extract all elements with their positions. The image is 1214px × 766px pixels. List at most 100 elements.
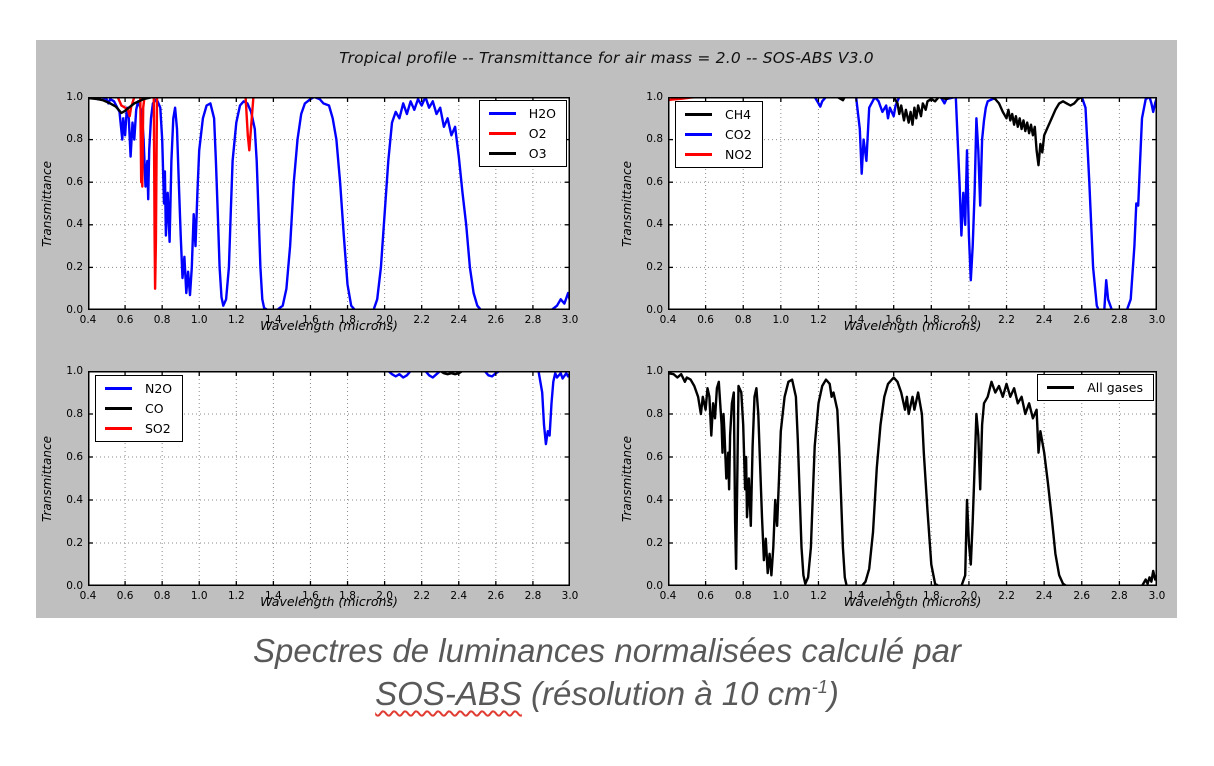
legend-top-left: H2O O2 O3	[478, 100, 567, 167]
x-tick-label: 1.2	[227, 590, 245, 602]
subplot-top-right: CH4 CO2 NO2 0.0 0.2 0.4 0.6 0.8 1.0 0.4 0.6 0.8 1.0 1…	[620, 91, 1165, 334]
y-tick-label: 0.6	[646, 175, 663, 188]
caption-line-2: SOS-ABS (résolution à 10 cm-1)	[0, 673, 1214, 716]
x-tick-label: 3.0	[1148, 314, 1166, 326]
figure-title: Tropical profile -- Transmittance for ai…	[339, 49, 874, 67]
legend-label: H2O	[528, 106, 556, 121]
x-tick-label: 2.6	[1073, 314, 1091, 326]
x-tick-label: 3.0	[561, 314, 579, 326]
x-tick-label: 1.8	[922, 590, 940, 602]
x-tick-label: 2.0	[960, 314, 978, 326]
x-tick-label: 2.4	[450, 590, 468, 602]
legend-label: SO2	[145, 421, 171, 436]
x-tick-label: 2.6	[487, 590, 505, 602]
x-tick-label: 1.6	[302, 590, 319, 602]
legend-entry-ch4: CH4	[685, 107, 752, 122]
caption-sos-abs: SOS-ABS	[375, 674, 522, 712]
x-tick-label: 1.4	[847, 314, 865, 326]
series-curve-o3	[88, 97, 570, 115]
y-tick-label: 1.0	[646, 90, 663, 103]
plot-area-top-left: H2O O2 O3	[88, 97, 570, 310]
x-tick-label: 1.6	[885, 590, 903, 602]
y-tick-label: 0.4	[646, 493, 663, 506]
y-tick-label: 1.0	[66, 90, 83, 103]
y-tick-label: 0.4	[66, 493, 83, 506]
y-tick-label: 0.0	[66, 579, 83, 592]
legend-line-sample	[488, 132, 516, 135]
x-tick-label: 2.4	[1035, 590, 1053, 602]
x-tick-label: 0.8	[153, 314, 171, 326]
y-tick-label: 0.4	[66, 218, 83, 231]
y-tick-label: 0.8	[66, 407, 83, 420]
y-tick-label: 0.0	[646, 579, 663, 592]
x-tick-label: 0.4	[659, 314, 677, 326]
legend-bottom-right: All gases	[1037, 374, 1154, 401]
x-tick-label: 2.0	[376, 590, 393, 602]
x-tick-label: 0.8	[734, 314, 752, 326]
legend-line-sample	[1047, 386, 1075, 389]
legend-label: N2O	[145, 381, 173, 396]
y-tick-label: 0.2	[646, 536, 663, 549]
x-tick-label: 2.8	[1111, 314, 1128, 326]
x-tick-label: 1.8	[339, 314, 356, 326]
series-curve-all-gases	[668, 372, 1157, 586]
legend-label: All gases	[1087, 380, 1143, 395]
y-axis-label: Transmittance	[620, 435, 635, 522]
legend-entry-no2: NO2	[685, 147, 752, 162]
x-tick-label: 2.6	[1073, 590, 1091, 602]
legend-line-sample	[105, 427, 132, 430]
series-curve-ch4	[668, 97, 1157, 167]
legend-entry-co2: CO2	[685, 127, 752, 142]
axes-frame	[668, 97, 1157, 310]
y-tick-label: 0.8	[646, 407, 663, 420]
y-tick-label: 0.6	[66, 175, 83, 188]
y-tick-label: 0.4	[646, 218, 663, 231]
series-curve-h2o	[88, 97, 570, 310]
plot-area-bottom-right: All gases	[668, 371, 1157, 586]
x-tick-label: 1.6	[885, 314, 903, 326]
x-tick-label: 2.2	[413, 590, 431, 602]
x-tick-label: 2.8	[524, 314, 542, 326]
x-tick-label: 1.8	[922, 314, 940, 326]
x-tick-label: 0.6	[697, 314, 714, 326]
legend-label: CO	[145, 401, 164, 416]
x-tick-label: 1.4	[847, 590, 865, 602]
legend-label: CH4	[725, 107, 752, 122]
x-tick-label: 1.0	[772, 590, 790, 602]
x-tick-label: 1.2	[810, 590, 827, 602]
x-tick-label: 1.8	[339, 590, 356, 602]
y-axis-label: Transmittance	[40, 160, 55, 247]
legend-label: O3	[528, 146, 547, 161]
x-tick-label: 1.4	[265, 314, 282, 326]
y-tick-label: 0.0	[646, 303, 663, 316]
legend-entry-co: CO	[105, 401, 172, 416]
axes-frame	[88, 371, 570, 586]
x-tick-label: 1.2	[810, 314, 827, 326]
legend-label: NO2	[725, 147, 753, 162]
x-tick-label: 0.6	[116, 314, 134, 326]
x-tick-label: 3.0	[561, 590, 579, 602]
x-tick-label: 3.0	[1148, 590, 1166, 602]
plot-area-top-right: CH4 CO2 NO2	[668, 97, 1157, 310]
y-tick-label: 0.0	[66, 303, 83, 316]
y-axis-label: Transmittance	[40, 435, 55, 522]
legend-entry-o3: O3	[488, 146, 556, 161]
x-tick-label: 0.4	[79, 314, 97, 326]
legend-line-sample	[685, 113, 712, 116]
legend-line-sample	[488, 112, 516, 115]
y-axis-label: Transmittance	[620, 160, 635, 247]
axes-frame	[88, 97, 570, 310]
plot-area-bottom-left: N2O CO SO2	[88, 371, 570, 586]
figure-caption: Spectres de luminances normalisées calcu…	[0, 630, 1214, 716]
subplot-top-left: H2O O2 O3 0.0 0.2 0.4 0.6 0.8 1.0 0.4 0.6 0.8 1.0 1.2…	[40, 91, 578, 334]
subplot-bottom-right: All gases 0.0 0.2 0.4 0.6 0.8 1.0 0.4 0.6 0.8 1.0 1…	[620, 365, 1165, 610]
legend-label: O2	[528, 126, 547, 141]
caption-close-paren: )	[827, 674, 839, 712]
x-tick-label: 1.6	[302, 314, 319, 326]
x-tick-label: 1.0	[190, 590, 208, 602]
legend-entry-n2o: N2O	[105, 381, 172, 396]
x-tick-label: 2.4	[1035, 314, 1053, 326]
x-tick-label: 1.2	[227, 314, 245, 326]
x-tick-label: 2.0	[376, 314, 393, 326]
